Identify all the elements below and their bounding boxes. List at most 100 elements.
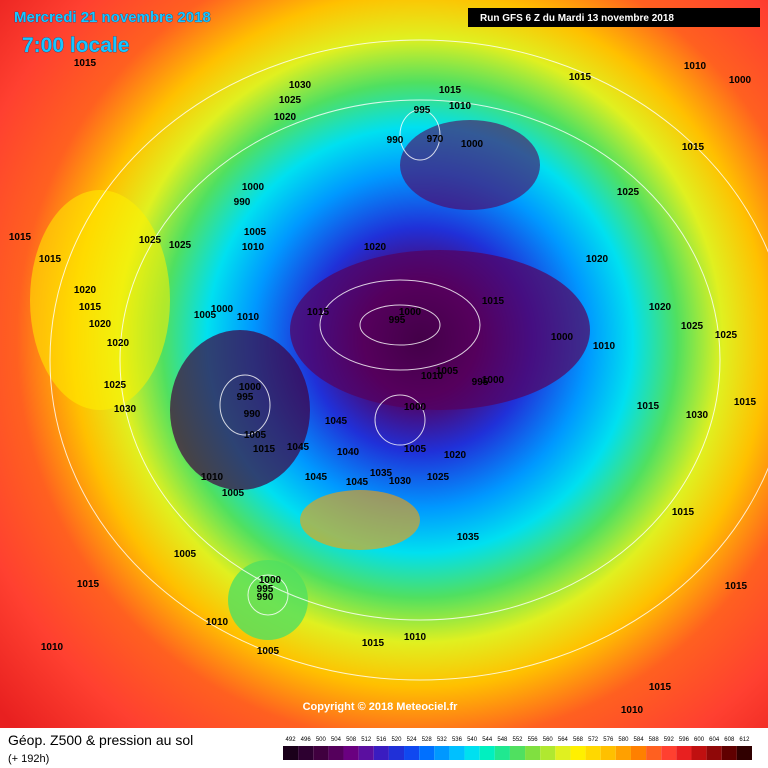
scale-label: 568	[573, 737, 584, 743]
isobar-label: 1035	[370, 468, 393, 479]
isobar-label: 1000	[551, 332, 574, 343]
scale-cell	[646, 746, 662, 760]
isobar-label: 995	[257, 584, 274, 595]
isobar-label: 1000	[259, 575, 282, 586]
scale-label: 572	[588, 737, 599, 743]
isobar-label: 1030	[289, 80, 312, 91]
isobar-label: 1010	[449, 101, 472, 112]
scale-cell	[373, 746, 389, 760]
scale-cell	[630, 746, 647, 760]
trough	[400, 120, 540, 210]
isobar-label: 1025	[279, 95, 302, 106]
scale-label: 540	[467, 737, 478, 743]
isobar-label: 1015	[9, 232, 32, 243]
isobar-label: 1000	[461, 139, 484, 150]
isobar-label: 1025	[169, 240, 192, 251]
scale-label: 612	[739, 737, 750, 743]
scale-label: 552	[512, 737, 523, 743]
isobar-label: 1015	[307, 307, 330, 318]
isobar-label: 1000	[242, 182, 265, 193]
isobar-label: 1005	[257, 646, 280, 657]
isobar-label: 1015	[253, 444, 276, 455]
isobar-label: 1015	[77, 579, 100, 590]
scale-cell	[449, 746, 465, 760]
isobar-label: 1025	[681, 321, 704, 332]
isobar-label: 1010	[421, 371, 444, 382]
scale-cell	[540, 746, 556, 760]
time-title: 7:00 locale	[22, 34, 129, 57]
isobar-label: 1020	[364, 242, 387, 253]
isobar-label: 990	[244, 409, 261, 420]
cut-off-low	[228, 560, 308, 640]
isobar-label: 1005	[404, 444, 427, 455]
isobar-label: 1045	[346, 477, 369, 488]
isobar-label: 1005	[222, 488, 245, 499]
isobar-label: 1035	[457, 532, 480, 543]
isobar-label: 1005	[174, 549, 197, 560]
isobar-label: 1015	[649, 682, 672, 693]
isobar-label: 1015	[482, 296, 505, 307]
scale-cell	[570, 746, 586, 760]
isobar-label: 1000	[404, 402, 427, 413]
scale-cell	[479, 746, 495, 760]
isobar-label: 1020	[649, 302, 672, 313]
scale-label: 608	[724, 737, 735, 743]
scale-cell	[509, 746, 526, 760]
scale-cell	[388, 746, 405, 760]
scale-label: 600	[694, 737, 705, 743]
isobar-label: 1010	[621, 705, 644, 716]
isobar-label: 1005	[244, 430, 267, 441]
isobar-label: 1000	[211, 304, 234, 315]
isobar-label: 1045	[325, 416, 348, 427]
scale-label: 504	[331, 737, 342, 743]
isobar-label: 1015	[439, 85, 462, 96]
scale-cell	[600, 746, 616, 760]
isobar-label: 1045	[287, 442, 310, 453]
scale-label: 532	[437, 737, 448, 743]
isobar-label: 990	[257, 592, 274, 603]
scale-cell	[313, 746, 329, 760]
isobar-label: 1015	[362, 638, 385, 649]
scale-cell	[343, 746, 359, 760]
scale-cell	[434, 746, 450, 760]
scale-cell	[585, 746, 601, 760]
scale-label: 576	[603, 737, 614, 743]
isobar-label: 1010	[206, 617, 229, 628]
isobar-label: 1010	[593, 341, 616, 352]
scale-label: 536	[452, 737, 463, 743]
isobar-label: 1005	[244, 227, 267, 238]
isobar-label: 1015	[682, 142, 705, 153]
isobar-label: 1000	[399, 307, 422, 318]
isobars	[49, 39, 768, 681]
isobar-label: 1030	[389, 476, 412, 487]
scale-label: 544	[482, 737, 493, 743]
ridge	[300, 490, 420, 550]
isobar-label: 1010	[684, 61, 707, 72]
isobar-label: 1010	[41, 642, 64, 653]
footer-lead: (+ 192h)	[8, 753, 49, 765]
scale-label: 548	[497, 737, 508, 743]
scale-cell	[555, 746, 571, 760]
scale-label: 580	[618, 737, 629, 743]
scale-label: 496	[301, 737, 312, 743]
scale-cell	[615, 746, 631, 760]
isobar-label: 1015	[725, 581, 748, 592]
trough	[290, 250, 590, 410]
scale-label: 604	[709, 737, 720, 743]
isobar-label: 1015	[569, 72, 592, 83]
scale-cell	[691, 746, 707, 760]
scale-cell	[525, 746, 541, 760]
isobar-label: 1015	[39, 254, 62, 265]
scale-label: 584	[634, 737, 645, 743]
scale-cell	[283, 746, 299, 760]
scale-cell	[721, 746, 737, 760]
isobar-label: 1020	[274, 112, 297, 123]
isobar-label: 1015	[637, 401, 660, 412]
scale-label: 592	[664, 737, 675, 743]
isobar-label: 1045	[305, 472, 328, 483]
scale-label: 588	[649, 737, 660, 743]
isobar-label: 1015	[79, 302, 102, 313]
scale-cell	[358, 746, 374, 760]
